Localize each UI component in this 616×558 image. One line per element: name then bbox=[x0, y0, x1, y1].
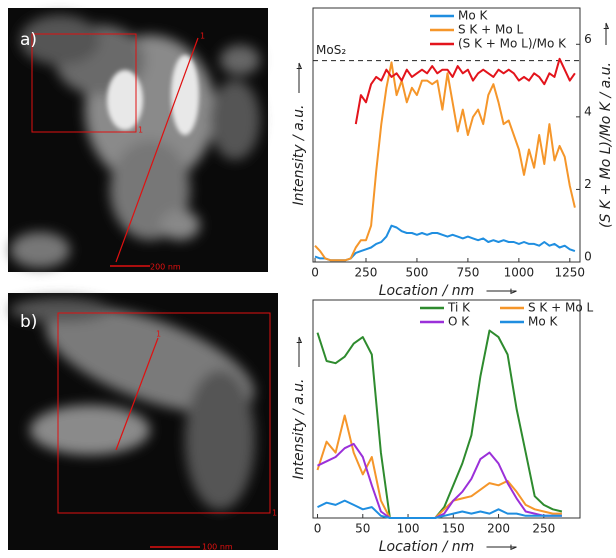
marker: 1 bbox=[272, 509, 277, 518]
arrow-head bbox=[296, 62, 303, 70]
scale-bar: 100 nm bbox=[202, 543, 233, 552]
marker: 1 bbox=[138, 126, 143, 135]
legend-label: (S K + Mo L)/Mo K bbox=[458, 37, 567, 51]
legend-label: S K + Mo L bbox=[458, 23, 523, 37]
series-line bbox=[316, 414, 562, 519]
x-tick-label: 250 bbox=[532, 522, 555, 536]
series-line bbox=[314, 61, 576, 262]
micrograph-b: 1 1 100 nm b) bbox=[8, 293, 278, 552]
panel-label: a) bbox=[20, 30, 37, 50]
series-line bbox=[314, 224, 576, 262]
legend-label: O K bbox=[448, 315, 470, 329]
y2-tick-label: 6 bbox=[584, 32, 592, 46]
legend-label: Mo K bbox=[528, 315, 559, 329]
marker: 1 bbox=[156, 330, 161, 339]
x-tick-label: 250 bbox=[355, 266, 378, 280]
arrow-head bbox=[510, 544, 517, 551]
arrow-head bbox=[510, 288, 517, 295]
y-axis-label: Intensity / a.u. bbox=[291, 379, 307, 480]
x-tick-label: 750 bbox=[456, 266, 479, 280]
series-line bbox=[316, 329, 563, 519]
arrow-head bbox=[296, 336, 303, 344]
x-tick-label: 0 bbox=[311, 266, 319, 280]
panel-label: b) bbox=[20, 312, 37, 332]
series-line bbox=[317, 442, 562, 519]
legend-label: Ti K bbox=[447, 301, 471, 315]
plot-frame bbox=[312, 299, 581, 519]
x-tick-label: 150 bbox=[442, 522, 465, 536]
micrograph-a: 1 1 200 nm a) bbox=[8, 8, 268, 272]
y-axis-label: Intensity / a.u. bbox=[291, 105, 307, 206]
x-tick-label: 1000 bbox=[504, 266, 535, 280]
series-line bbox=[354, 57, 576, 125]
plot-frame bbox=[312, 7, 581, 263]
y2-tick-label: 0 bbox=[584, 250, 592, 264]
scale-bar: 200 nm bbox=[150, 263, 181, 272]
reference-label: MoS₂ bbox=[316, 43, 346, 57]
arrow-head bbox=[603, 22, 610, 30]
y2-tick-label: 2 bbox=[584, 177, 592, 191]
x-tick-label: 1250 bbox=[555, 266, 586, 280]
x-tick-label: 100 bbox=[397, 522, 420, 536]
y2-tick-label: 4 bbox=[584, 104, 592, 118]
x-tick-label: 500 bbox=[405, 266, 428, 280]
x-tick-label: 200 bbox=[487, 522, 510, 536]
legend-label: S K + Mo L bbox=[528, 301, 593, 315]
x-axis-label: Location / nm bbox=[379, 283, 475, 299]
series-line bbox=[317, 499, 562, 519]
x-tick-label: 50 bbox=[355, 522, 370, 536]
x-axis-label: Location / nm bbox=[379, 539, 475, 555]
legend-label: Mo K bbox=[458, 9, 489, 23]
x-tick-label: 0 bbox=[314, 522, 322, 536]
marker: 1 bbox=[200, 32, 205, 41]
y2-axis-label: (S K + Mo L)/Mo K / a.u. bbox=[598, 62, 614, 228]
